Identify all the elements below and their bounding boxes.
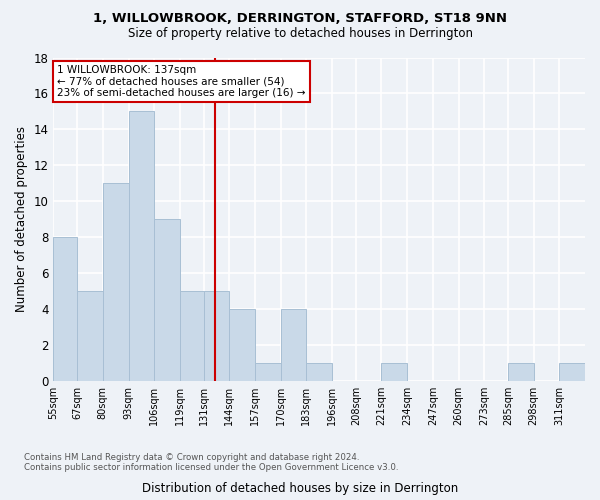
Text: Contains HM Land Registry data © Crown copyright and database right 2024.: Contains HM Land Registry data © Crown c… <box>24 454 359 462</box>
Bar <box>307 363 332 381</box>
Y-axis label: Number of detached properties: Number of detached properties <box>15 126 28 312</box>
Text: 1 WILLOWBROOK: 137sqm
← 77% of detached houses are smaller (54)
23% of semi-deta: 1 WILLOWBROOK: 137sqm ← 77% of detached … <box>58 64 306 98</box>
Bar <box>77 291 103 381</box>
Bar <box>229 309 255 381</box>
Bar <box>255 363 281 381</box>
Bar <box>154 219 180 381</box>
Bar <box>281 309 307 381</box>
Text: Contains public sector information licensed under the Open Government Licence v3: Contains public sector information licen… <box>24 464 398 472</box>
Bar <box>53 237 77 381</box>
Bar <box>128 112 154 381</box>
Text: 1, WILLOWBROOK, DERRINGTON, STAFFORD, ST18 9NN: 1, WILLOWBROOK, DERRINGTON, STAFFORD, ST… <box>93 12 507 26</box>
Bar <box>382 363 407 381</box>
Bar <box>203 291 229 381</box>
Text: Size of property relative to detached houses in Derrington: Size of property relative to detached ho… <box>128 28 473 40</box>
Bar <box>559 363 585 381</box>
Bar <box>180 291 203 381</box>
Text: Distribution of detached houses by size in Derrington: Distribution of detached houses by size … <box>142 482 458 495</box>
Bar <box>103 183 128 381</box>
Bar <box>508 363 533 381</box>
